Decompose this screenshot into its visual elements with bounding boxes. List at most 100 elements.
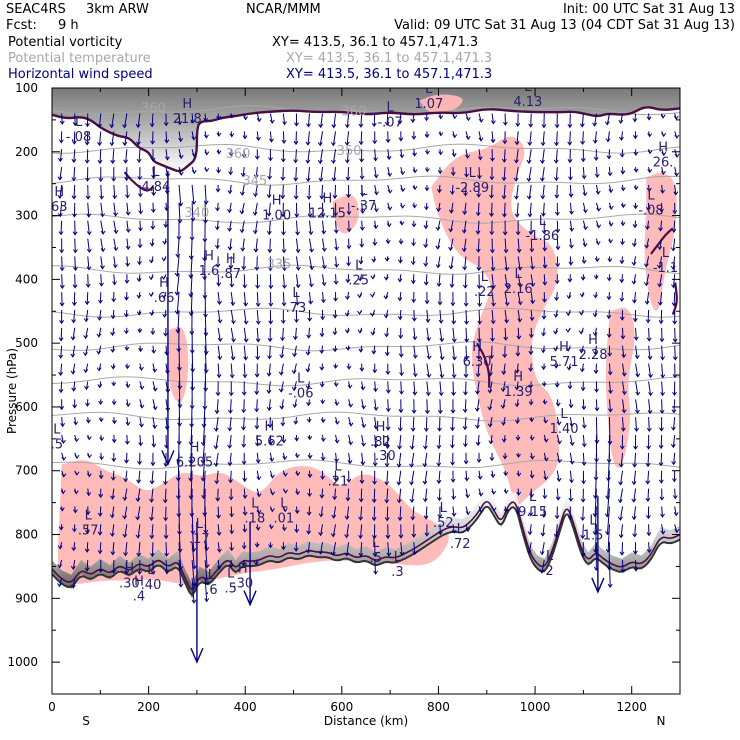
wind-arrow-head — [100, 248, 106, 253]
wind-arrow-head — [425, 150, 430, 155]
wind-arrow — [452, 363, 455, 378]
wind-arrow — [112, 149, 115, 164]
wind-arrow-head — [59, 120, 65, 125]
wind-arrow-head — [373, 444, 379, 449]
wind-arrow-head — [215, 497, 221, 502]
wind-arrow — [361, 381, 364, 390]
wind-arrow — [634, 524, 637, 537]
wind-arrow-head — [267, 267, 273, 272]
wind-arrow — [569, 202, 573, 215]
wind-arrow-head — [282, 508, 288, 513]
wind-arrow — [438, 434, 441, 449]
wind-arrow-head — [162, 499, 168, 504]
wind-arrow-head — [307, 473, 313, 479]
wind-arrow — [619, 488, 624, 503]
wind-arrow-head — [448, 209, 454, 214]
wind-arrow — [138, 149, 141, 163]
extremum-type: L — [280, 496, 288, 511]
wind-arrow-head — [594, 407, 600, 412]
wind-arrow — [582, 417, 585, 428]
wind-arrow-head — [461, 248, 467, 253]
wind-arrow-head — [282, 121, 288, 126]
y-tick-label: 600 — [15, 400, 38, 414]
wind-arrow-head — [526, 549, 532, 555]
extremum-type: H — [159, 276, 169, 291]
wind-arrow-head — [358, 260, 364, 265]
wind-arrow — [86, 292, 89, 305]
wind-arrow-head — [670, 443, 676, 449]
wind-arrow — [504, 238, 507, 253]
wind-arrow — [335, 256, 338, 268]
wind-arrow-head — [213, 445, 219, 450]
wind-arrow-head — [252, 211, 258, 216]
wind-arrow-head — [291, 370, 297, 375]
wind-arrow-head — [150, 570, 156, 575]
wind-arrow-head — [635, 391, 641, 396]
wind-arrow-head — [437, 301, 443, 306]
wind-arrow-head — [346, 193, 351, 199]
wind-arrow-head — [426, 373, 432, 379]
wind-arrow — [165, 131, 168, 143]
wind-arrow-head — [463, 460, 469, 465]
wind-arrow-head — [229, 374, 235, 379]
wind-arrow — [556, 452, 561, 463]
extremum-type: H — [658, 141, 668, 156]
wind-arrow — [620, 452, 624, 467]
wind-arrow-head — [569, 460, 575, 465]
wind-arrow-head — [659, 496, 665, 501]
wind-arrow-head — [607, 172, 613, 177]
extremum-type: H — [322, 192, 332, 207]
wind-arrow — [60, 345, 63, 359]
wind-arrow-head — [436, 479, 442, 485]
wind-arrow-head — [71, 319, 77, 324]
theta-isentrope — [52, 264, 680, 275]
wind-arrow — [216, 238, 219, 249]
wind-arrow-head — [139, 423, 145, 428]
wind-arrow-head — [70, 353, 76, 358]
wind-arrow-head — [177, 548, 183, 553]
y-tick-label: 300 — [15, 209, 38, 223]
wind-arrow — [126, 434, 128, 445]
wind-arrow-head — [294, 213, 300, 218]
theta-isentrope — [52, 175, 680, 186]
wind-arrow-head — [269, 457, 275, 463]
wind-arrow — [59, 167, 63, 180]
wind-arrow-head — [372, 462, 378, 467]
wind-arrow — [322, 292, 324, 303]
wind-arrow-head — [645, 480, 651, 485]
wind-arrow-head — [424, 187, 430, 192]
wind-arrow — [86, 381, 89, 390]
wind-arrow-head — [528, 123, 534, 128]
wind-arrow — [243, 506, 246, 516]
wind-arrow — [334, 488, 337, 500]
wind-arrow-head — [255, 320, 261, 325]
wind-arrow — [581, 113, 584, 127]
wind-arrow — [556, 292, 558, 301]
wind-arrow-head — [361, 405, 367, 410]
extremum-type: H — [54, 185, 64, 200]
wind-arrow-head — [241, 154, 247, 159]
wind-arrow — [268, 202, 271, 216]
wind-arrow-head — [84, 529, 90, 535]
wind-arrow — [673, 220, 676, 233]
wind-arrow-head — [383, 276, 389, 281]
wind-arrow — [515, 167, 519, 181]
wind-arrow-head — [254, 390, 260, 396]
wind-arrow-head — [608, 205, 614, 211]
wind-arrow-head — [619, 297, 625, 303]
wind-arrow-head — [73, 421, 79, 426]
wind-arrow — [386, 470, 389, 485]
extremum-type: L — [75, 115, 83, 130]
wind-arrow-head — [619, 551, 625, 556]
wind-arrow-head — [540, 142, 546, 147]
wind-arrow — [673, 292, 676, 306]
extremum-type: H — [513, 370, 523, 385]
wind-arrow-head — [397, 316, 403, 321]
wind-arrow-head — [278, 371, 284, 376]
wind-arrow-head — [608, 222, 614, 227]
wind-arrow — [294, 345, 297, 357]
wind-arrow — [398, 452, 402, 467]
wind-arrow — [229, 399, 232, 414]
wind-arrow — [190, 417, 193, 445]
